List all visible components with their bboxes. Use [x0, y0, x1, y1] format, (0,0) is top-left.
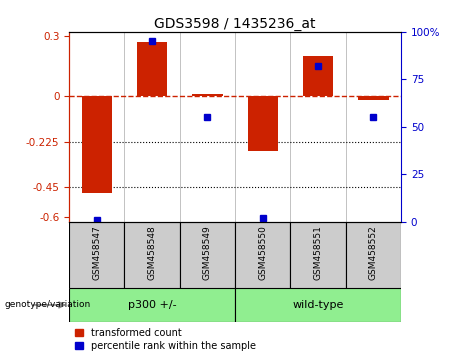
Text: GSM458551: GSM458551 — [313, 225, 323, 280]
Text: wild-type: wild-type — [292, 300, 344, 310]
Text: GSM458547: GSM458547 — [92, 225, 101, 280]
Text: GSM458548: GSM458548 — [148, 225, 157, 280]
FancyBboxPatch shape — [124, 222, 180, 288]
FancyBboxPatch shape — [346, 222, 401, 288]
Bar — [137, 42, 167, 96]
Text: GSM458549: GSM458549 — [203, 225, 212, 280]
FancyBboxPatch shape — [69, 222, 124, 288]
FancyBboxPatch shape — [69, 288, 235, 322]
Text: GSM458550: GSM458550 — [258, 225, 267, 280]
FancyBboxPatch shape — [235, 288, 401, 322]
Title: GDS3598 / 1435236_at: GDS3598 / 1435236_at — [154, 17, 316, 31]
Text: GSM458552: GSM458552 — [369, 225, 378, 280]
Bar — [192, 95, 223, 96]
Text: p300 +/-: p300 +/- — [128, 300, 177, 310]
Legend: transformed count, percentile rank within the sample: transformed count, percentile rank withi… — [74, 327, 256, 352]
Text: genotype/variation: genotype/variation — [5, 301, 91, 309]
Bar — [358, 96, 389, 101]
FancyBboxPatch shape — [180, 222, 235, 288]
Bar — [248, 96, 278, 151]
FancyBboxPatch shape — [290, 222, 346, 288]
Bar — [82, 96, 112, 193]
Bar — [303, 56, 333, 96]
FancyBboxPatch shape — [235, 222, 290, 288]
